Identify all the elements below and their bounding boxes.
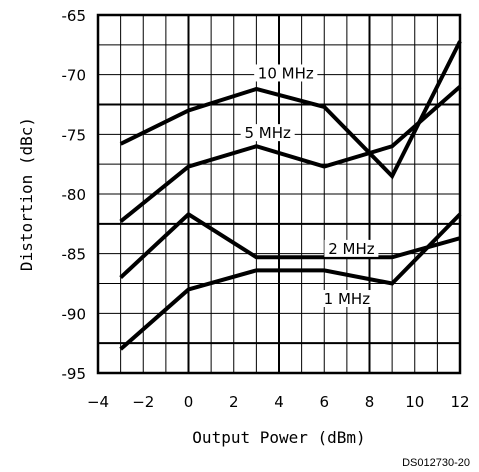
plot-frame xyxy=(96,13,462,375)
series-line-1-mhz xyxy=(119,212,462,351)
x-tick-label: 2 xyxy=(229,393,239,411)
series-line-10-mhz xyxy=(119,40,462,180)
y-axis-title: Distortion (dBc) xyxy=(17,117,36,271)
y-tick-label: -65 xyxy=(62,7,87,25)
series-label-background xyxy=(319,290,374,308)
x-tick-label: 10 xyxy=(405,393,424,411)
series-lines xyxy=(119,40,462,351)
x-tick-labels: −4 −2 0 2 4 6 8 10 12 xyxy=(87,393,470,411)
series-label-background xyxy=(324,239,379,257)
series-label: 1 MHz xyxy=(324,290,371,308)
series-line-2-mhz xyxy=(119,211,461,279)
x-tick-label: 4 xyxy=(274,393,284,411)
series-label-background xyxy=(254,64,318,82)
series-label-background xyxy=(240,124,295,142)
x-tick-label: 12 xyxy=(450,393,469,411)
x-tick-label: 0 xyxy=(184,393,194,411)
x-tick-label: −4 xyxy=(87,393,109,411)
series-labels: 10 MHz 5 MHz 2 MHz 1 MHz xyxy=(240,64,379,308)
x-tick-label: −2 xyxy=(132,393,154,411)
x-tick-label: 8 xyxy=(365,393,375,411)
y-tick-label: -75 xyxy=(62,126,87,144)
series-label: 2 MHz xyxy=(328,240,375,258)
y-tick-label: -70 xyxy=(62,67,87,85)
y-tick-label: -90 xyxy=(62,305,87,323)
series-label: 10 MHz xyxy=(258,64,314,82)
drawing-code: DS012730-20 xyxy=(402,457,470,469)
y-tick-label: -95 xyxy=(62,365,87,383)
y-tick-labels: -65 -70 -75 -80 -85 -90 -95 xyxy=(62,7,87,383)
series-line-5-mhz xyxy=(119,85,462,224)
y-tick-label: -80 xyxy=(62,186,87,204)
series-label: 5 MHz xyxy=(244,124,291,142)
y-tick-label: -85 xyxy=(62,246,87,264)
x-axis-title: Output Power (dBm) xyxy=(192,428,365,447)
x-tick-label: 6 xyxy=(319,393,329,411)
